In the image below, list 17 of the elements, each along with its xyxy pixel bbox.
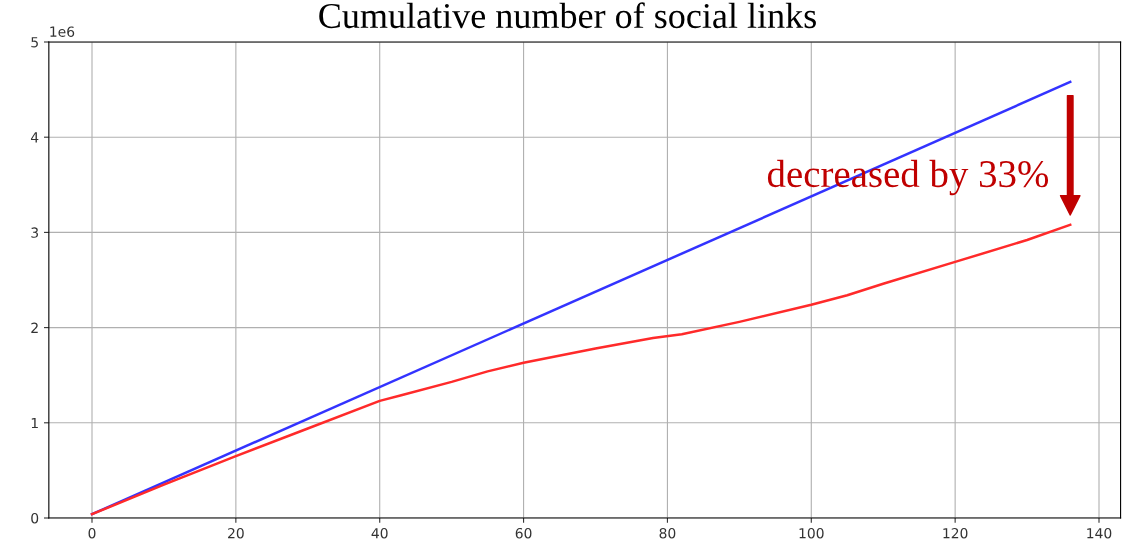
- y-tick-label: 4: [30, 132, 39, 143]
- y-tick-label: 0: [31, 512, 39, 524]
- chart-title: Cumulative number of social links: [319, 2, 816, 29]
- x-tick-label: 40: [371, 527, 388, 539]
- x-tick-label: 80: [659, 527, 676, 539]
- x-tick-label: 100: [799, 527, 824, 539]
- text: 1e6: [50, 26, 75, 37]
- x-tick-label: 60: [515, 527, 532, 539]
- y-tick-label: 2: [31, 322, 38, 333]
- line-series: [90, 223, 1072, 516]
- y-tick-label: 1: [31, 417, 38, 429]
- x-tick-label: 20: [228, 527, 244, 539]
- y-tick-label: 3: [31, 227, 39, 238]
- x-tick-label: 120: [943, 527, 968, 539]
- y-tick-label: 5: [31, 37, 38, 48]
- x-tick-label: 0: [88, 527, 96, 539]
- x-tick-label: 140: [1087, 527, 1112, 539]
